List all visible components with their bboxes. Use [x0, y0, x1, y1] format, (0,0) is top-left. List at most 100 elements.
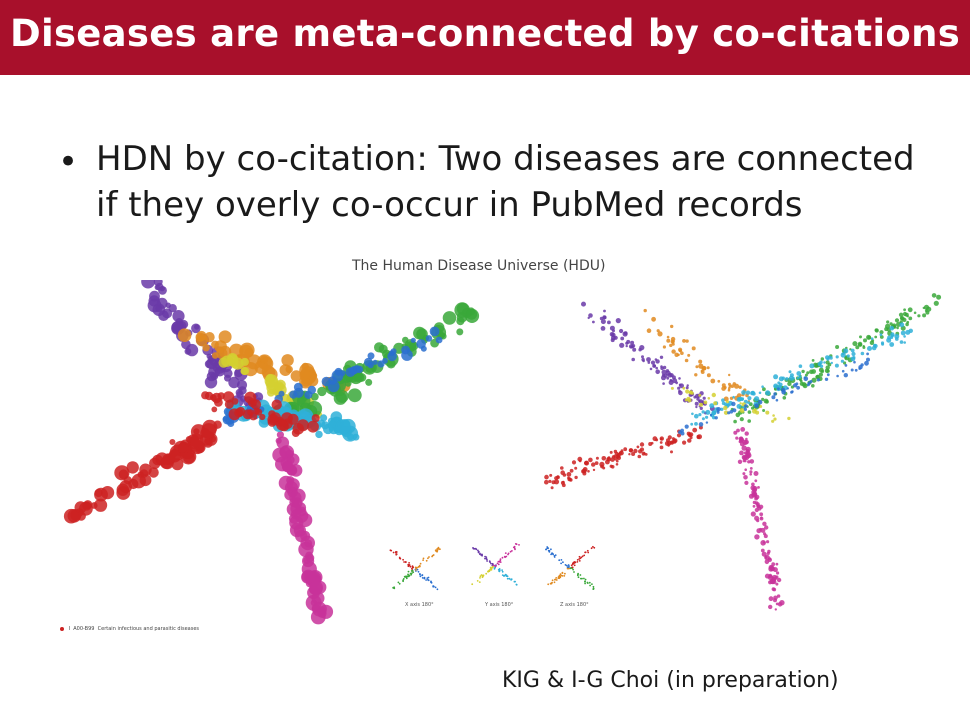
disease-node [651, 316, 656, 322]
disease-node [768, 596, 774, 602]
disease-node [691, 412, 694, 416]
disease-node [753, 471, 759, 476]
disease-node [662, 345, 666, 349]
disease-node [615, 463, 619, 466]
disease-node [347, 388, 362, 403]
disease-node [850, 368, 854, 372]
disease-node [743, 407, 747, 411]
disease-node [863, 338, 867, 343]
disease-node [855, 345, 860, 350]
disease-node [726, 400, 729, 404]
disease-node [456, 317, 465, 326]
disease-node [754, 515, 760, 521]
disease-node [659, 445, 664, 450]
disease-node [694, 413, 699, 419]
disease-node [607, 320, 611, 325]
disease-node [903, 335, 906, 338]
disease-node [749, 467, 753, 470]
disease-node [652, 364, 656, 368]
disease-node [771, 562, 776, 567]
disease-node [666, 376, 670, 380]
disease-node [826, 373, 830, 377]
disease-node [655, 359, 660, 364]
disease-node [819, 360, 823, 365]
disease-node [666, 335, 670, 339]
disease-node [769, 578, 776, 585]
disease-node [218, 330, 232, 344]
disease-node [691, 346, 696, 351]
title-bar: Diseases are meta-connected by co-citati… [0, 0, 970, 75]
disease-node [933, 300, 939, 306]
disease-node [936, 294, 942, 300]
disease-node [811, 384, 815, 388]
disease-node [606, 456, 612, 462]
disease-node [768, 564, 774, 570]
disease-node [682, 339, 686, 343]
disease-node [217, 346, 224, 354]
disease-node [744, 404, 748, 408]
disease-node [554, 476, 559, 481]
disease-node [702, 396, 706, 400]
disease-node [581, 301, 586, 307]
disease-node [290, 370, 302, 382]
disease-node [758, 391, 762, 395]
disease-node [171, 321, 184, 333]
disease-node [844, 364, 848, 367]
disease-node [804, 373, 808, 377]
disease-node [749, 470, 753, 474]
disease-node [874, 335, 878, 339]
disease-node [677, 386, 681, 390]
disease-node [367, 352, 375, 360]
disease-node [701, 366, 706, 371]
disease-node [754, 479, 758, 483]
disease-node [698, 359, 703, 364]
disease-node [63, 508, 79, 524]
disease-node [259, 413, 266, 421]
disease-node [413, 326, 426, 340]
disease-node [581, 469, 586, 474]
disease-node [429, 326, 440, 337]
disease-node [662, 382, 665, 385]
disease-node [687, 438, 692, 443]
disease-node [902, 311, 908, 317]
inset-label: Y axis 180° [484, 602, 514, 608]
disease-node [190, 433, 204, 448]
disease-node [889, 342, 895, 347]
disease-node [836, 374, 839, 378]
disease-node [435, 336, 443, 344]
disease-node [682, 440, 687, 445]
disease-node [670, 450, 673, 454]
disease-node [671, 375, 676, 380]
disease-node [307, 385, 316, 395]
disease-node [365, 378, 373, 386]
disease-node [310, 392, 319, 401]
disease-node [126, 461, 139, 474]
disease-node [643, 308, 647, 313]
disease-node [859, 335, 862, 339]
disease-node [762, 541, 766, 544]
disease-node [843, 361, 847, 365]
disease-node [595, 456, 599, 460]
disease-node [382, 357, 388, 364]
disease-node [211, 406, 218, 413]
disease-node [591, 462, 596, 467]
disease-node [442, 311, 457, 325]
disease-node [600, 319, 606, 325]
disease-node [899, 316, 904, 320]
disease-node [711, 392, 716, 398]
disease-node [731, 401, 736, 407]
disease-node [698, 422, 704, 427]
disease-node [684, 358, 689, 363]
disease-node [276, 419, 288, 431]
disease-node [866, 352, 869, 356]
disease-node [736, 404, 742, 409]
disease-node [698, 413, 702, 417]
disease-node [646, 328, 652, 333]
disease-node [717, 379, 721, 383]
disease-node [678, 377, 681, 380]
disease-node [825, 360, 830, 365]
disease-node [657, 331, 663, 337]
disease-node [765, 399, 769, 404]
disease-node [738, 385, 742, 389]
disease-node [286, 476, 295, 485]
